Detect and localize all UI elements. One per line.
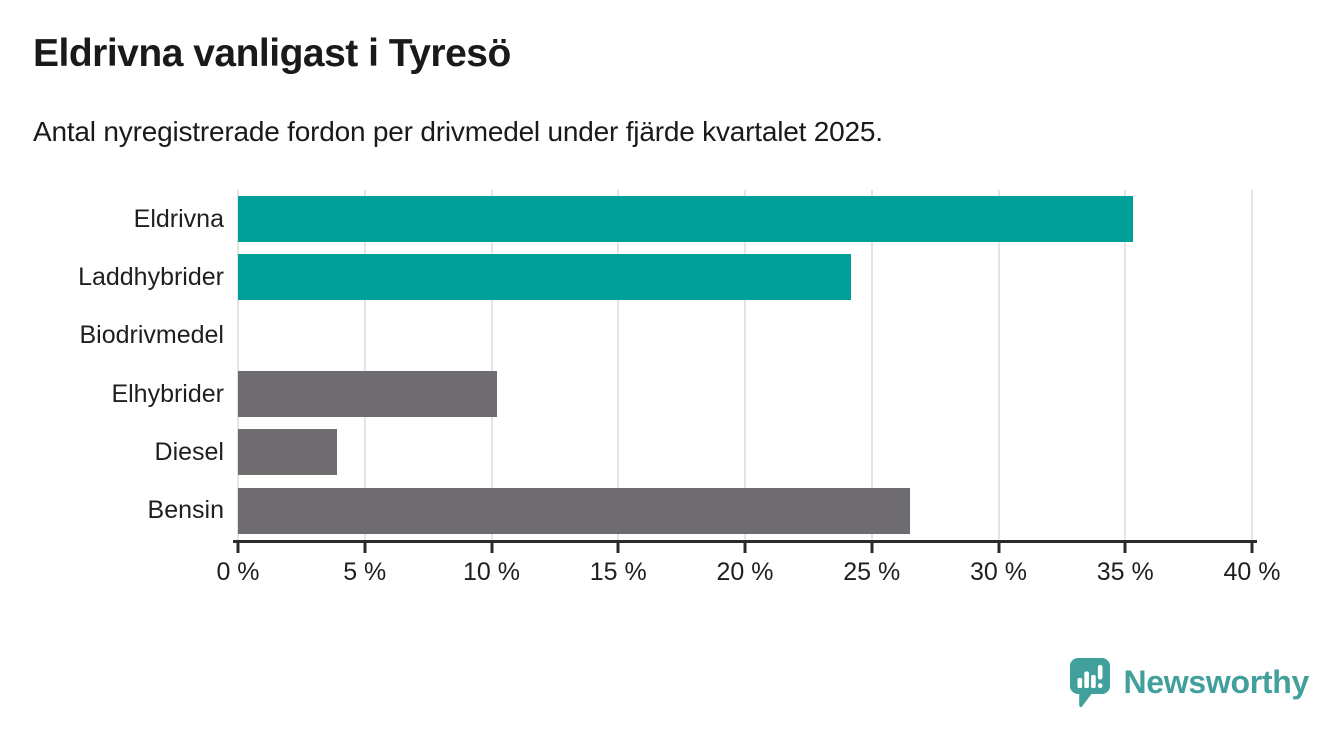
bar-track xyxy=(238,423,1252,481)
chart-row-bensin: Bensin xyxy=(0,482,1340,540)
x-tick-20 xyxy=(743,540,747,553)
gridline-15 xyxy=(617,190,620,540)
x-tick-label-0: 0 % xyxy=(216,558,260,586)
x-tick-label-5: 5 % xyxy=(343,558,387,586)
bar-track xyxy=(238,248,1252,306)
x-tick-30 xyxy=(997,540,1000,553)
bar-track xyxy=(238,482,1252,540)
newsworthy-logo: Newsworthy xyxy=(1069,657,1310,708)
chart-row-diesel: Diesel xyxy=(0,423,1340,481)
chart-title: Eldrivna vanligast i Tyresö xyxy=(33,32,511,75)
gridline-30 xyxy=(997,190,1000,540)
category-label-diesel: Diesel xyxy=(154,437,224,466)
x-tick-25 xyxy=(870,540,874,553)
bar-bensin xyxy=(238,487,910,534)
x-tick-label-30: 30 % xyxy=(970,558,1027,586)
x-tick-label-20: 20 % xyxy=(716,558,774,586)
gridline-0 xyxy=(237,190,239,540)
gridline-40 xyxy=(1251,190,1253,540)
category-label-biodrivmedel: Biodrivmedel xyxy=(79,321,224,350)
gridline-35 xyxy=(1124,190,1127,540)
x-tick-10 xyxy=(490,540,493,553)
x-tick-label-40: 40 % xyxy=(1223,558,1281,586)
bar-rows: Eldrivna Laddhybrider Biodrivmedel Elhybrid… xyxy=(0,190,1340,540)
newsworthy-icon xyxy=(1069,658,1110,708)
bar-diesel xyxy=(238,429,337,476)
x-tick-35 xyxy=(1123,540,1127,553)
bar-elhybrider xyxy=(238,370,497,417)
x-tick-label-15: 15 % xyxy=(589,558,647,586)
x-axis: 0 % 5 % 10 % 15 % 20 % 25 % 30 % 35 % 40 % xyxy=(216,540,1280,590)
chart-subtitle: Antal nyregistrerade fordon per drivmede… xyxy=(33,116,883,147)
x-tick-label-25: 25 % xyxy=(843,558,901,586)
newsworthy-wordmark: Newsworthy xyxy=(1123,664,1310,700)
category-label-elhybrider: Elhybrider xyxy=(111,379,224,408)
gridline-25 xyxy=(870,190,873,540)
chart-row-laddhybrider: Laddhybrider xyxy=(0,248,1340,306)
gridlines-layer xyxy=(237,190,1253,540)
x-tick-40 xyxy=(1250,540,1254,553)
bar-track xyxy=(238,190,1252,248)
bar-laddhybrider xyxy=(238,254,852,301)
gridline-20 xyxy=(744,190,746,540)
x-tick-15 xyxy=(616,540,620,553)
x-tick-label-35: 35 % xyxy=(1096,558,1154,586)
bar-eldrivna xyxy=(238,196,1133,242)
bar-chart: Eldrivna Laddhybrider Biodrivmedel Elhybrid… xyxy=(0,190,1340,590)
chart-row-eldrivna: Eldrivna xyxy=(0,190,1340,248)
bar-track xyxy=(238,307,1252,365)
chart-row-elhybrider: Elhybrider xyxy=(0,365,1340,423)
bar-track xyxy=(238,365,1252,423)
x-tick-label-10: 10 % xyxy=(463,558,520,586)
gridline-10 xyxy=(490,190,493,540)
category-label-laddhybrider: Laddhybrider xyxy=(78,262,224,291)
x-tick-5 xyxy=(363,540,367,553)
category-label-bensin: Bensin xyxy=(147,496,224,525)
category-label-eldrivna: Eldrivna xyxy=(133,204,224,233)
gridline-5 xyxy=(363,190,366,540)
chart-row-biodrivmedel: Biodrivmedel xyxy=(0,307,1340,365)
x-tick-0 xyxy=(236,540,240,553)
